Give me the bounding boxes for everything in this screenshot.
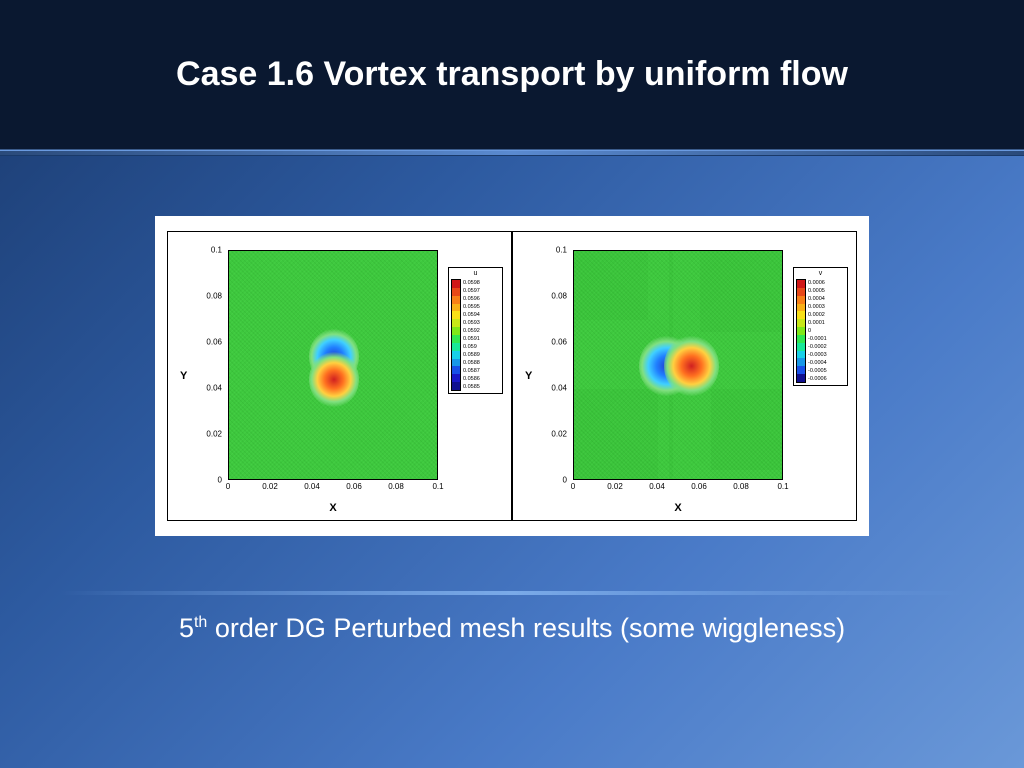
caption-area: 5th order DG Perturbed mesh results (som… [60, 591, 964, 644]
slide-content: Y 00.020.040.060.080.1 00.020.040.060.08… [0, 156, 1024, 664]
caption-divider [60, 591, 964, 595]
colorbar-u [451, 279, 461, 391]
xlabel-right: X [573, 502, 783, 514]
yticks-left: 00.020.040.060.080.1 [192, 250, 226, 480]
chart-panels-container: Y 00.020.040.060.080.1 00.020.040.060.08… [155, 216, 869, 536]
xlabel-left: X [228, 502, 438, 514]
slide-header: Case 1.6 Vortex transport by uniform flo… [0, 0, 1024, 150]
legend-labels-u: 0.05980.05970.05960.05950.05940.05930.05… [463, 279, 480, 391]
panel-v: Y 00.020.040.060.080.1 00.020.040.060.08… [512, 231, 857, 521]
caption-sup: th [194, 614, 207, 631]
ylabel-left: Y [180, 370, 187, 382]
panel-u: Y 00.020.040.060.080.1 00.020.040.060.08… [167, 231, 512, 521]
caption-prefix: 5 [179, 613, 194, 643]
legend-title-v: v [796, 270, 845, 277]
legend-v: v 0.00060.00050.00040.00030.00020.00010-… [793, 267, 848, 386]
legend-u: u 0.05980.05970.05960.05950.05940.05930.… [448, 267, 503, 394]
legend-labels-v: 0.00060.00050.00040.00030.00020.00010-0.… [808, 279, 827, 383]
colorbar-v [796, 279, 806, 383]
ylabel-right: Y [525, 370, 532, 382]
caption-rest: order DG Perturbed mesh results (some wi… [207, 613, 845, 643]
plot-area-v [573, 250, 783, 480]
xticks-right: 00.020.040.060.080.1 [573, 482, 783, 496]
slide-title: Case 1.6 Vortex transport by uniform flo… [176, 55, 848, 94]
xticks-left: 00.020.040.060.080.1 [228, 482, 438, 496]
yticks-right: 00.020.040.060.080.1 [537, 250, 571, 480]
plot-area-u [228, 250, 438, 480]
legend-title-u: u [451, 270, 500, 277]
slide-caption: 5th order DG Perturbed mesh results (som… [60, 613, 964, 644]
